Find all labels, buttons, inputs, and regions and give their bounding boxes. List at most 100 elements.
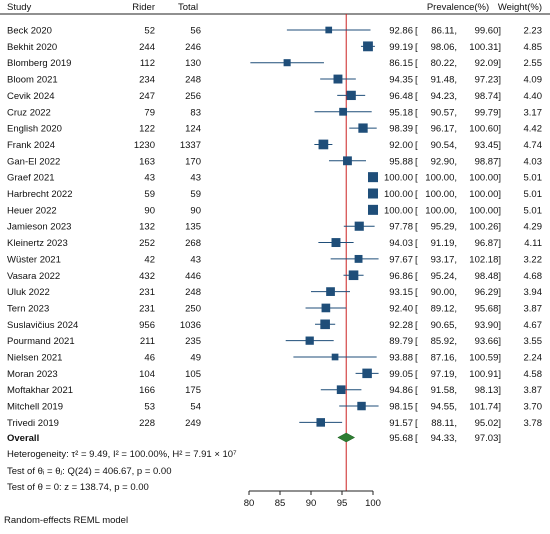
weight-value: 5.01 — [524, 189, 543, 200]
study-marker — [336, 385, 346, 395]
weight-value: 4.58 — [524, 369, 543, 380]
study-marker — [346, 90, 356, 101]
study-marker — [331, 353, 339, 361]
ci-lower-value: 91.58, — [431, 385, 457, 396]
estimate-value: 94.03 — [389, 238, 413, 249]
study-marker — [333, 74, 343, 84]
header-study: Study — [7, 2, 32, 13]
ci-lower-value: 86.11, — [431, 26, 457, 37]
ci-lower-value: 97.19, — [431, 369, 457, 380]
estimate-value: 89.79 — [389, 336, 413, 347]
total-value: 124 — [185, 124, 201, 135]
estimate-value: 97.78 — [389, 222, 413, 233]
study-label: English 2020 — [7, 124, 62, 135]
ci-bracket: [ — [415, 287, 418, 298]
ci-upper-value: 96.87] — [475, 238, 501, 249]
ci-bracket: [ — [415, 91, 418, 102]
ci-bracket: [ — [415, 140, 418, 151]
ci-bracket: [ — [415, 320, 418, 331]
overall-ci-upper: 97.03] — [475, 433, 501, 444]
estimate-value: 92.28 — [389, 320, 413, 331]
weight-value: 4.85 — [524, 42, 543, 53]
weight-value: 2.24 — [524, 353, 543, 364]
total-value: 105 — [185, 369, 201, 380]
study-marker — [320, 319, 330, 330]
ci-bracket: [ — [415, 369, 418, 380]
rider-value: 59 — [144, 189, 155, 200]
ci-bracket: [ — [415, 58, 418, 69]
study-label: Trivedi 2019 — [7, 418, 59, 429]
weight-value: 4.03 — [524, 156, 543, 167]
study-label: Moran 2023 — [7, 369, 58, 380]
ci-bracket: [ — [415, 222, 418, 233]
ci-lower-value: 90.00, — [431, 287, 457, 298]
rider-value: 104 — [139, 369, 155, 380]
study-label: Tern 2023 — [7, 303, 49, 314]
rider-value: 432 — [139, 271, 155, 282]
study-marker — [367, 204, 379, 215]
x-tick-label: 95 — [337, 498, 348, 509]
study-label: Graef 2021 — [7, 173, 55, 184]
rider-value: 956 — [139, 320, 155, 331]
study-label: Nielsen 2021 — [7, 353, 62, 364]
study-marker — [331, 238, 341, 248]
study-label: Uluk 2022 — [7, 287, 50, 298]
study-label: Cruz 2022 — [7, 107, 51, 118]
study-label: Vasara 2022 — [7, 271, 60, 282]
rider-value: 43 — [144, 173, 155, 184]
estimate-value: 99.19 — [389, 42, 413, 53]
ci-lower-value: 93.17, — [431, 254, 457, 265]
rider-value: 228 — [139, 418, 155, 429]
rider-value: 211 — [140, 336, 155, 347]
study-label: Jamieson 2023 — [7, 222, 71, 233]
ci-lower-value: 90.57, — [431, 107, 457, 118]
study-label: Beck 2020 — [7, 26, 52, 37]
ci-upper-value: 96.29] — [475, 287, 501, 298]
total-value: 248 — [185, 287, 201, 298]
weight-value: 4.09 — [524, 75, 543, 86]
ci-bracket: [ — [415, 156, 418, 167]
ci-upper-value: 100.59] — [469, 353, 501, 364]
study-marker — [321, 303, 331, 313]
header-total: Total — [178, 2, 198, 13]
study-label: Moftakhar 2021 — [7, 385, 73, 396]
study-label: Bloom 2021 — [7, 75, 58, 86]
ci-lower-value: 85.92, — [431, 336, 457, 347]
ci-bracket: [ — [415, 402, 418, 413]
rider-value: 90 — [144, 205, 155, 216]
ci-upper-value: 97.23] — [475, 75, 501, 86]
ci-bracket: [ — [415, 124, 418, 135]
study-marker — [318, 139, 329, 150]
weight-value: 5.01 — [524, 205, 543, 216]
ci-bracket: [ — [415, 271, 418, 282]
rider-value: 132 — [139, 222, 155, 233]
ci-upper-value: 100.31] — [469, 42, 501, 53]
ci-upper-value: 99.60] — [475, 26, 501, 37]
total-value: 446 — [185, 271, 201, 282]
x-tick-label: 100 — [365, 498, 381, 509]
estimate-value: 100.00 — [384, 189, 413, 200]
model-footnote: Random-effects REML model — [4, 515, 128, 526]
rider-value: 79 — [144, 107, 155, 118]
estimate-value: 95.88 — [389, 156, 413, 167]
x-tick-label: 90 — [306, 498, 317, 509]
header-rider: Rider — [132, 2, 155, 13]
estimate-value: 92.86 — [389, 26, 413, 37]
overall-ci-lower: 94.33, — [431, 433, 457, 444]
weight-value: 3.55 — [524, 336, 543, 347]
study-marker — [343, 156, 352, 166]
ci-lower-value: 95.24, — [431, 271, 457, 282]
study-label: Pourmand 2021 — [7, 336, 75, 347]
study-label: Kleinertz 2023 — [7, 238, 68, 249]
total-value: 49 — [190, 353, 201, 364]
ci-lower-value: 91.19, — [431, 238, 457, 249]
total-value: 175 — [185, 385, 201, 396]
study-marker — [316, 418, 326, 427]
rider-value: 231 — [139, 287, 155, 298]
ci-lower-value: 94.23, — [431, 91, 457, 102]
ci-upper-value: 101.74] — [469, 402, 501, 413]
total-value: 235 — [185, 336, 201, 347]
study-label: Frank 2024 — [7, 140, 55, 151]
total-value: 1337 — [180, 140, 201, 151]
ci-upper-value: 100.91] — [469, 369, 501, 380]
